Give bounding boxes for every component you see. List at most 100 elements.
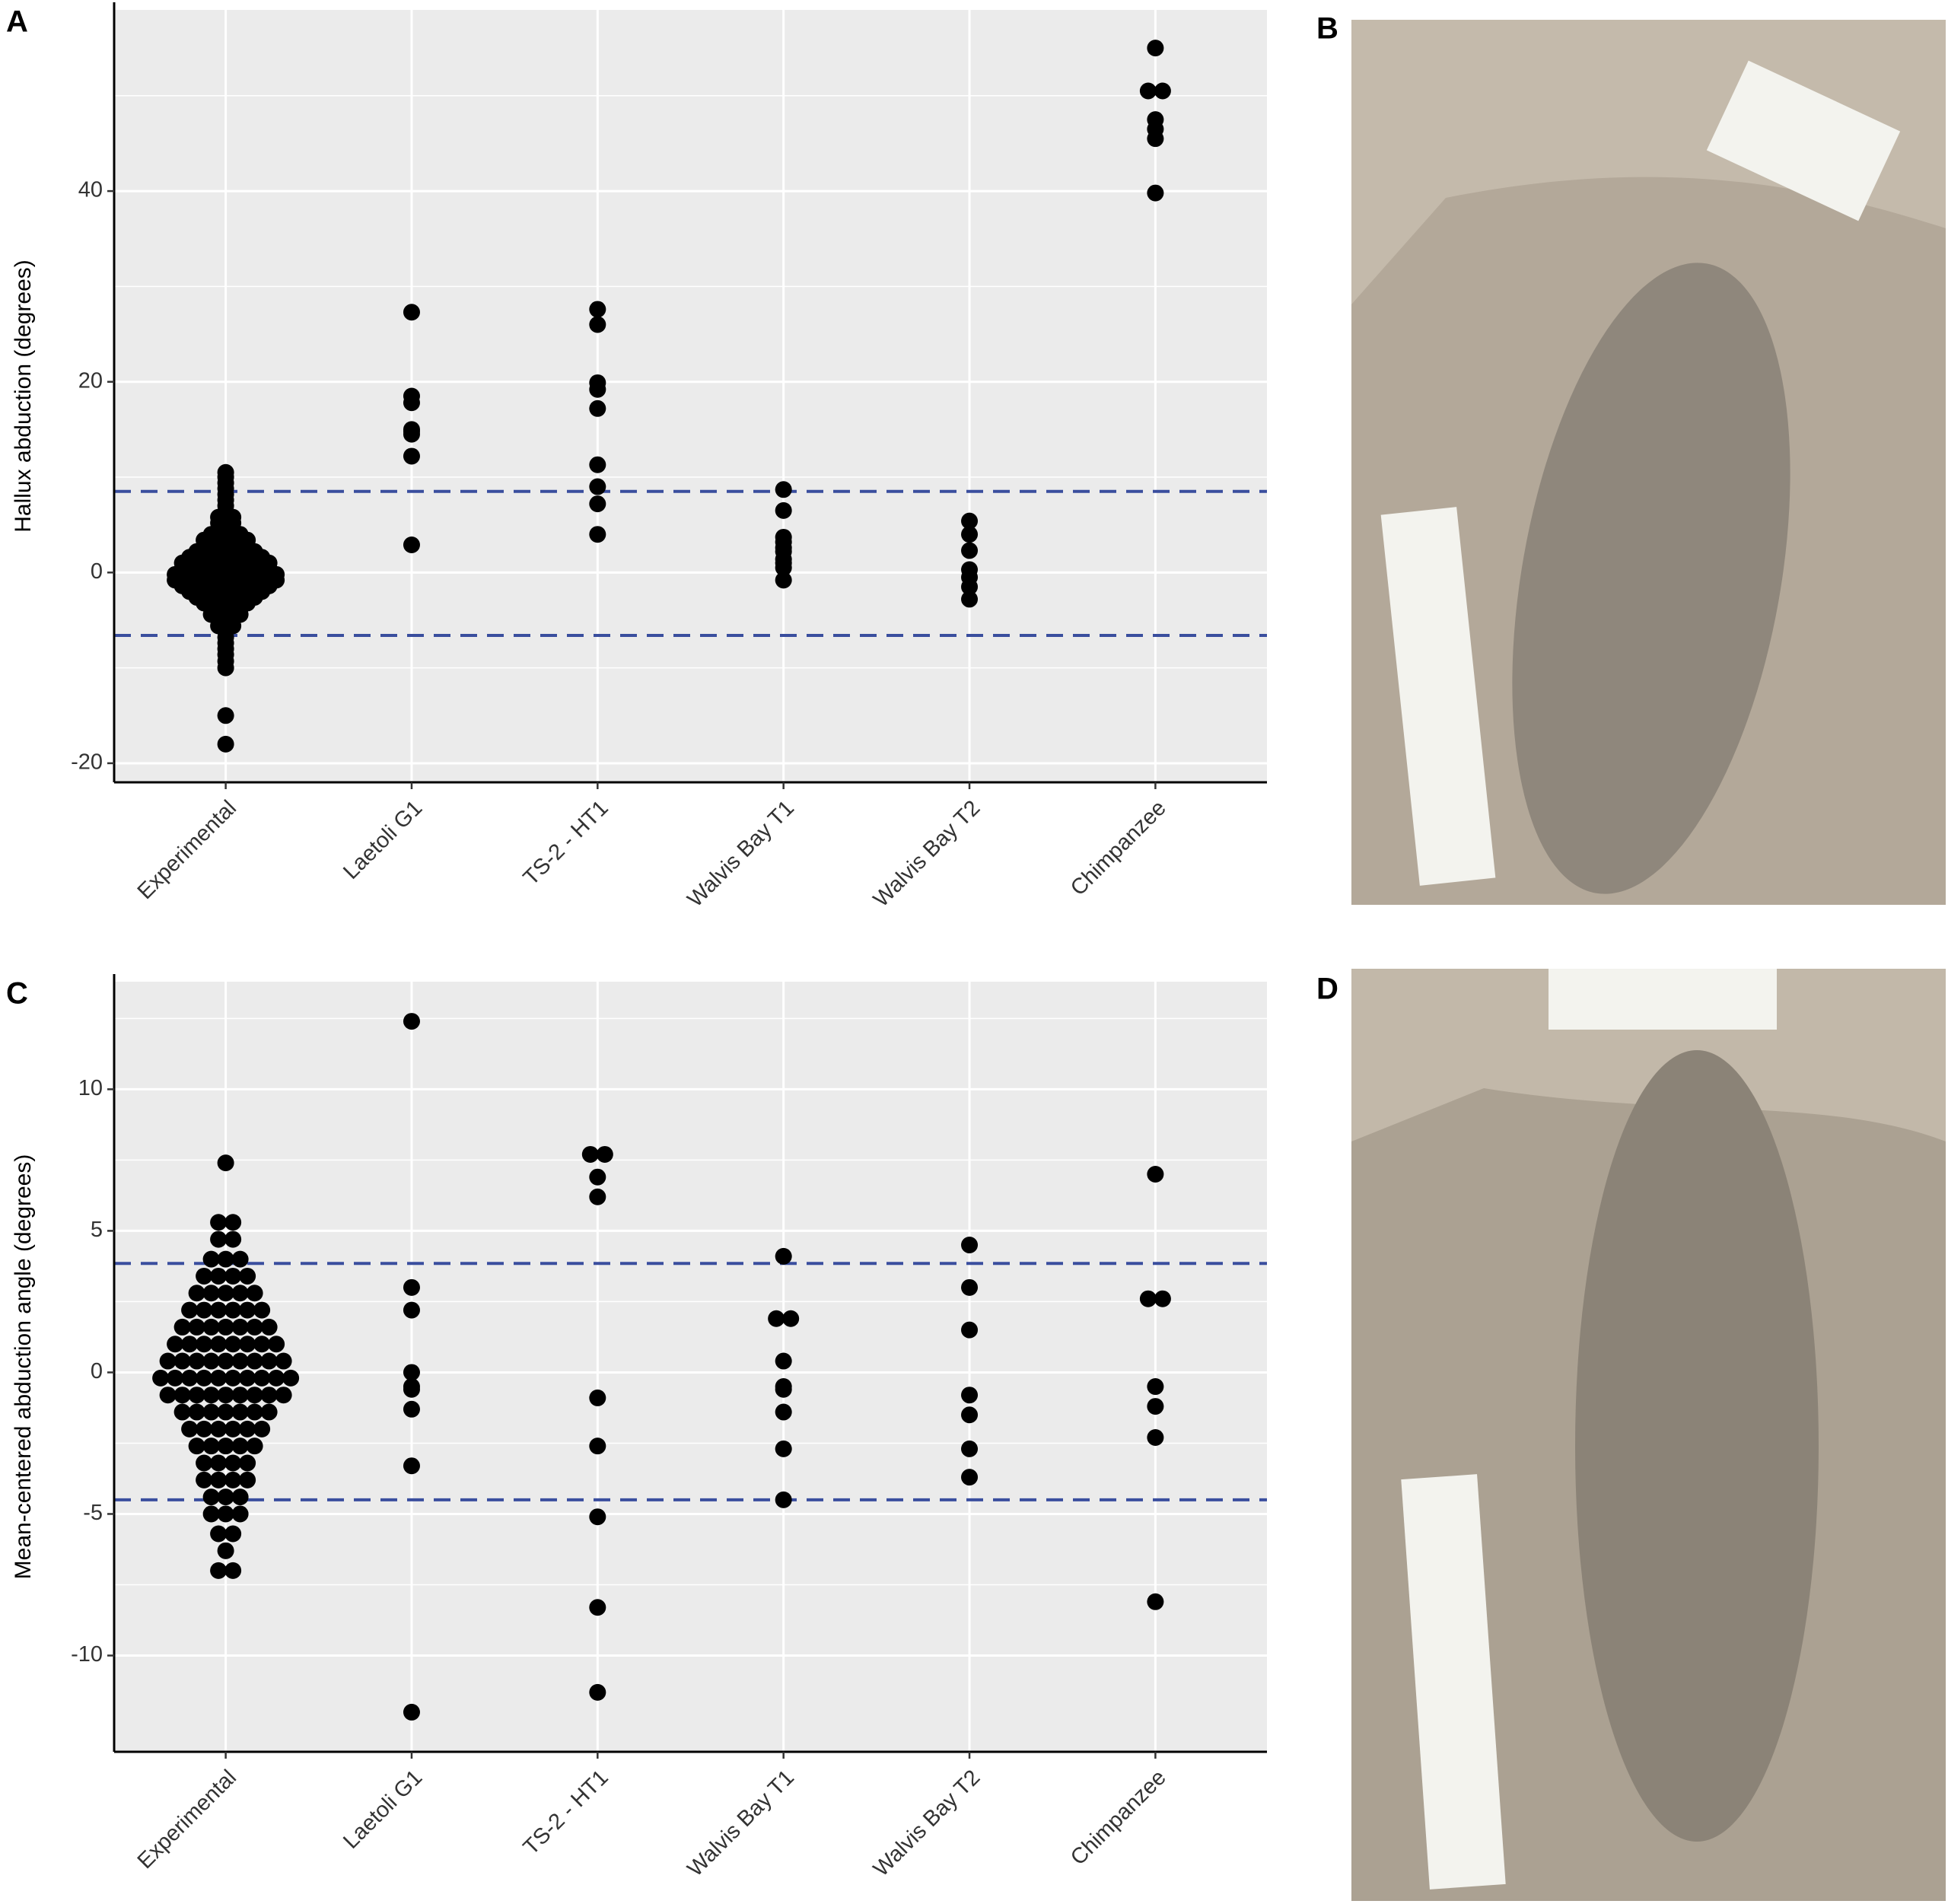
point bbox=[210, 1369, 228, 1387]
point bbox=[224, 1369, 242, 1387]
point bbox=[196, 1454, 213, 1472]
point bbox=[202, 1387, 220, 1404]
point bbox=[210, 1471, 228, 1488]
point bbox=[202, 1318, 220, 1336]
point bbox=[775, 1403, 792, 1421]
point bbox=[1147, 1166, 1164, 1183]
point bbox=[231, 1505, 249, 1523]
point bbox=[159, 1352, 177, 1370]
point bbox=[268, 1336, 285, 1353]
point bbox=[961, 591, 979, 608]
point bbox=[217, 1403, 234, 1421]
point bbox=[239, 1267, 256, 1285]
point bbox=[1147, 184, 1164, 202]
point bbox=[246, 1438, 263, 1455]
point bbox=[1147, 1593, 1164, 1610]
scale-card bbox=[1549, 969, 1777, 1030]
x-tick-label: Laetoli G1 bbox=[339, 1765, 427, 1854]
point bbox=[188, 1352, 205, 1370]
point bbox=[403, 425, 420, 443]
scale-bar bbox=[1380, 507, 1496, 886]
panel-label: A bbox=[6, 5, 28, 39]
point bbox=[239, 531, 256, 549]
point bbox=[210, 1454, 228, 1472]
y-axis-label: Mean-centered abduction angle (degrees) bbox=[11, 1154, 36, 1580]
point bbox=[217, 1438, 234, 1455]
x-tick-label: Walvis Bay T2 bbox=[869, 796, 985, 912]
point bbox=[202, 1438, 220, 1455]
point bbox=[202, 1488, 220, 1506]
point bbox=[188, 1387, 205, 1404]
y-tick-label: 0 bbox=[91, 1359, 103, 1383]
point bbox=[224, 1420, 242, 1438]
point bbox=[217, 1387, 234, 1404]
point bbox=[253, 1420, 271, 1438]
x-tick-label: TS-2 - HT1 bbox=[519, 1765, 613, 1860]
point bbox=[167, 1336, 184, 1353]
point bbox=[217, 1154, 234, 1172]
point bbox=[775, 559, 792, 577]
point bbox=[224, 1301, 242, 1319]
point bbox=[210, 1214, 228, 1231]
scale-card bbox=[1706, 60, 1901, 221]
point bbox=[253, 1336, 271, 1353]
x-tick-label: Walvis Bay T2 bbox=[869, 1765, 985, 1882]
point bbox=[217, 503, 234, 521]
point bbox=[196, 1420, 213, 1438]
point bbox=[589, 1389, 606, 1406]
point bbox=[260, 1387, 278, 1404]
point bbox=[202, 1505, 220, 1523]
point bbox=[196, 531, 213, 549]
point bbox=[589, 1188, 606, 1205]
point bbox=[196, 1336, 213, 1353]
point bbox=[253, 1369, 271, 1387]
point bbox=[589, 1438, 606, 1455]
point bbox=[589, 400, 606, 417]
x-tick-label: TS-2 - HT1 bbox=[519, 796, 613, 890]
panel-label: C bbox=[6, 977, 28, 1011]
point bbox=[275, 1352, 292, 1370]
y-axis-label: Hallux abduction (degrees) bbox=[11, 259, 36, 533]
point bbox=[246, 1285, 263, 1302]
point bbox=[1139, 82, 1157, 100]
point bbox=[589, 456, 606, 473]
point bbox=[403, 304, 420, 321]
point bbox=[231, 1285, 249, 1302]
point bbox=[173, 1352, 191, 1370]
point bbox=[589, 301, 606, 318]
point bbox=[961, 1469, 979, 1486]
point bbox=[246, 1352, 263, 1370]
point bbox=[589, 1683, 606, 1701]
point bbox=[1139, 1290, 1157, 1307]
point bbox=[961, 1321, 979, 1339]
point bbox=[403, 394, 420, 412]
point bbox=[589, 380, 606, 398]
point bbox=[961, 526, 979, 543]
point bbox=[782, 1310, 800, 1327]
point bbox=[589, 495, 606, 513]
point bbox=[217, 1488, 234, 1506]
photo-d bbox=[1351, 969, 1946, 1901]
point bbox=[210, 531, 228, 549]
point bbox=[217, 1542, 234, 1559]
point bbox=[589, 1508, 606, 1526]
point bbox=[217, 707, 234, 724]
point bbox=[403, 1278, 420, 1296]
point bbox=[217, 463, 234, 481]
point bbox=[961, 1406, 979, 1424]
point bbox=[239, 1301, 256, 1319]
plot-background bbox=[114, 10, 1267, 782]
point bbox=[239, 1454, 256, 1472]
point bbox=[239, 1369, 256, 1387]
point bbox=[217, 1505, 234, 1523]
point bbox=[1147, 130, 1164, 148]
point bbox=[210, 1336, 228, 1353]
point bbox=[188, 1438, 205, 1455]
point bbox=[961, 1387, 979, 1404]
point bbox=[775, 572, 792, 589]
point bbox=[202, 1352, 220, 1370]
point bbox=[775, 481, 792, 498]
x-tick-label: Experimental bbox=[133, 1765, 241, 1874]
point bbox=[775, 1491, 792, 1508]
